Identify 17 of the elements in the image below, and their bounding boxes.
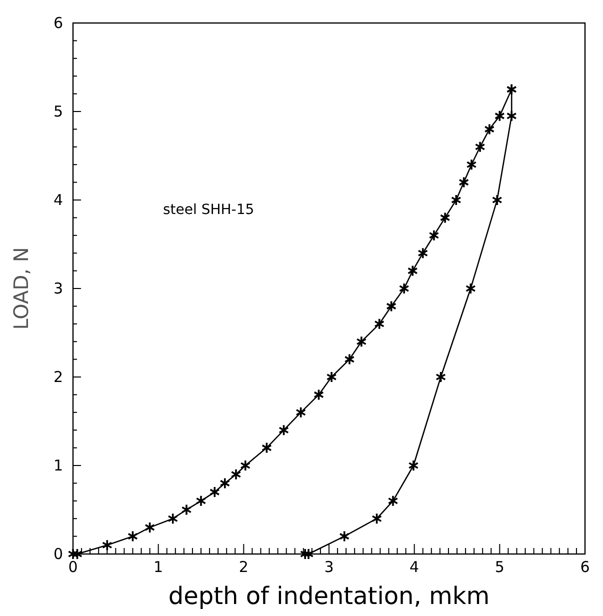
x-axis-title: depth of indentation, mkm bbox=[168, 582, 490, 610]
x-tick-label: 6 bbox=[580, 558, 590, 576]
x-tick-label: 3 bbox=[324, 558, 334, 576]
y-tick-label: 0 bbox=[53, 545, 63, 563]
y-tick-label: 6 bbox=[53, 14, 63, 32]
y-tick-label: 1 bbox=[53, 456, 63, 474]
y-tick-label: 4 bbox=[53, 191, 63, 209]
annotation: steel SHH-15 bbox=[163, 202, 254, 218]
x-tick-label: 4 bbox=[410, 558, 420, 576]
x-tick-label: 1 bbox=[154, 558, 164, 576]
x-tick-label: 2 bbox=[238, 558, 248, 576]
x-tick-label: 5 bbox=[494, 558, 504, 576]
y-tick-label: 5 bbox=[53, 102, 63, 120]
y-tick-label: 3 bbox=[53, 280, 63, 298]
y-tick-label: 2 bbox=[53, 368, 63, 386]
x-tick-label: 0 bbox=[68, 558, 78, 576]
y-axis-title: LOAD, N bbox=[9, 247, 33, 330]
